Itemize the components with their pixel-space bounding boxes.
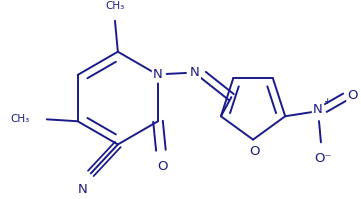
Text: O: O xyxy=(158,160,168,173)
Text: O⁻: O⁻ xyxy=(314,152,332,165)
Text: CH₃: CH₃ xyxy=(105,1,125,11)
Text: N: N xyxy=(78,183,88,196)
Text: N: N xyxy=(313,103,323,116)
Text: O: O xyxy=(250,145,260,158)
Text: N: N xyxy=(153,68,163,81)
Text: CH₃: CH₃ xyxy=(10,114,30,124)
Text: N: N xyxy=(190,66,200,79)
Text: +: + xyxy=(323,97,330,106)
Text: O: O xyxy=(348,89,358,101)
